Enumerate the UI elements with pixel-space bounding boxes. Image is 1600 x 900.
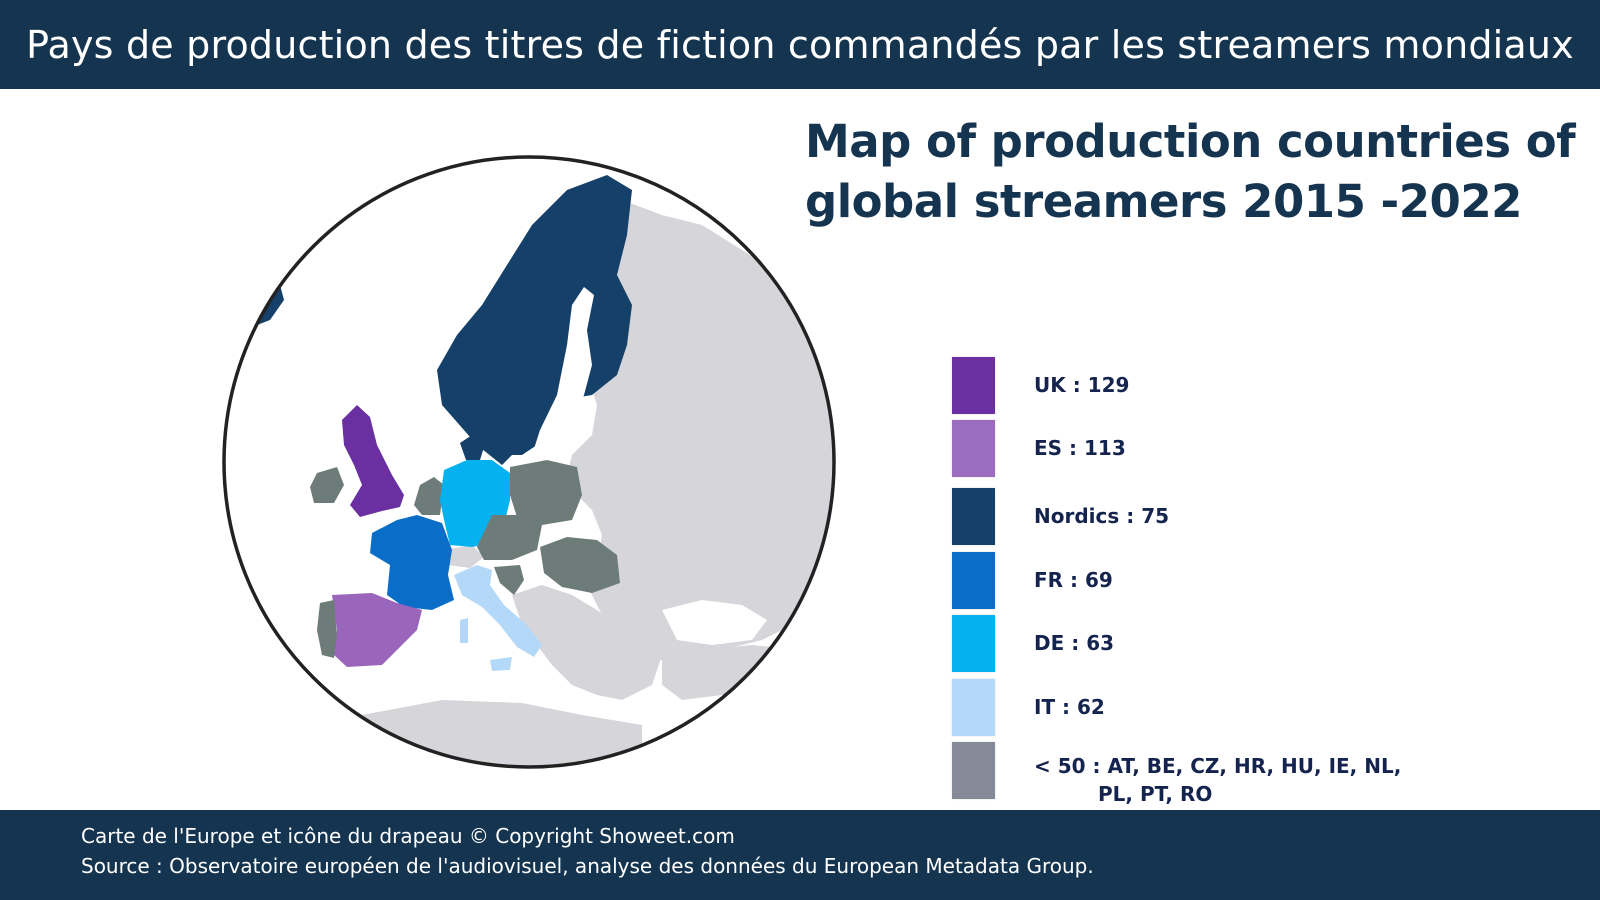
legend-item-under-50: < 50 : AT, BE, CZ, HR, HU, IE, NL, PL, P… — [952, 742, 1401, 806]
country-pl — [510, 460, 582, 525]
map-title-line2: global streamers 2015 -2022 — [805, 175, 1522, 228]
legend-item-de: DE : 63 — [952, 615, 1114, 672]
country-pt — [317, 600, 337, 658]
country-fr — [370, 515, 454, 610]
legend-label-line1: < 50 : AT, BE, CZ, HR, HU, IE, NL, — [1034, 754, 1402, 778]
europe-map — [222, 155, 836, 769]
country-ie — [310, 467, 344, 503]
country-cz-at — [477, 515, 542, 560]
footer-bar: Carte de l'Europe et icône du drapeau © … — [0, 810, 1600, 900]
legend-item-es: ES : 113 — [952, 420, 1126, 477]
legend-item-nordics: Nordics : 75 — [952, 488, 1169, 545]
legend-label: IT : 62 — [1034, 695, 1105, 719]
copyright-text: Carte de l'Europe et icône du drapeau © … — [81, 824, 735, 848]
legend-label: FR : 69 — [1034, 568, 1113, 592]
country-it — [454, 565, 542, 657]
map-title-line1: Map of production countries of — [805, 115, 1576, 168]
island-sicily — [490, 657, 512, 671]
legend-item-uk: UK : 129 — [952, 357, 1129, 414]
country-dk — [460, 435, 484, 460]
page-title: Pays de production des titres de fiction… — [26, 22, 1574, 67]
country-benelux — [414, 477, 444, 515]
source-text: Source : Observatoire européen de l'audi… — [81, 854, 1094, 878]
legend-label: UK : 129 — [1034, 373, 1130, 397]
country-hu-ro — [540, 537, 620, 593]
legend-label-line2: PL, PT, RO — [1098, 782, 1213, 806]
legend-swatch — [952, 420, 995, 477]
legend-swatch — [952, 552, 995, 609]
legend-label: Nordics : 75 — [1034, 504, 1170, 528]
baltic-sea — [532, 287, 594, 455]
map-title: Map of production countries of global st… — [805, 112, 1576, 232]
legend-label: DE : 63 — [1034, 631, 1115, 655]
country-hr — [494, 565, 524, 595]
country-uk — [342, 405, 404, 517]
region-balkans — [512, 585, 662, 700]
globe-outline — [222, 155, 836, 769]
legend-item-fr: FR : 69 — [952, 552, 1113, 609]
black-sea — [662, 600, 767, 645]
legend-swatch — [952, 488, 995, 545]
legend-swatch — [952, 615, 995, 672]
country-es — [332, 593, 422, 667]
legend-swatch — [952, 679, 995, 736]
header-bar: Pays de production des titres de fiction… — [0, 0, 1600, 89]
region-eastern-europe — [567, 200, 834, 660]
island-sardinia — [460, 618, 468, 643]
legend-label: ES : 113 — [1034, 436, 1126, 460]
country-ch — [444, 545, 484, 568]
legend-item-it: IT : 62 — [952, 679, 1105, 736]
legend-swatch — [952, 357, 995, 414]
europe-map-svg — [222, 155, 836, 769]
legend-label: < 50 : AT, BE, CZ, HR, HU, IE, NL, PL, P… — [1034, 752, 1401, 808]
legend-swatch — [952, 742, 995, 799]
